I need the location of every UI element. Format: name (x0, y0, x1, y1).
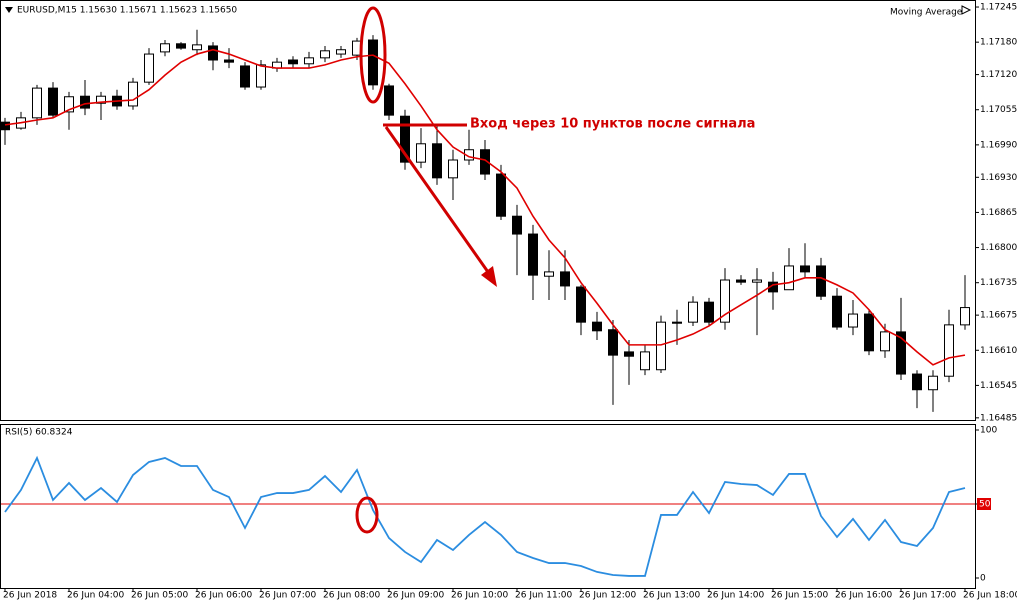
candle-body (513, 216, 522, 234)
candle-body (545, 272, 554, 276)
candle-body (417, 144, 426, 162)
candle-body (929, 376, 938, 390)
candle-body (881, 332, 890, 351)
y-tick-label: 1.16485 (980, 413, 1017, 423)
candle-body (689, 302, 698, 322)
candle-body (529, 234, 538, 275)
x-tick-label: 26 Jun 15:00 (771, 591, 828, 601)
candle-body (193, 45, 202, 50)
candle-body (641, 352, 650, 370)
candle-body (577, 287, 586, 322)
candle-body (609, 330, 618, 355)
y-tick-label: 1.17055 (980, 105, 1017, 115)
x-tick-label: 26 Jun 18:00 (963, 591, 1017, 601)
x-tick-label: 26 Jun 12:00 (579, 591, 636, 601)
y-tick-label: 1.16545 (980, 381, 1017, 391)
y-tick-label: 1.16675 (980, 311, 1017, 321)
x-tick-label: 26 Jun 10:00 (451, 591, 508, 601)
candle-body (961, 308, 970, 325)
candle-body (241, 66, 250, 87)
candle-body (257, 65, 266, 87)
candle-body (721, 280, 730, 322)
candle-body (593, 322, 602, 331)
x-tick-label: 26 Jun 08:00 (323, 591, 380, 601)
candle-body (913, 374, 922, 390)
candle-body (81, 96, 90, 108)
candle-body (161, 44, 170, 52)
candle-body (865, 314, 874, 351)
x-tick-label: 26 Jun 11:00 (515, 591, 572, 601)
candle-body (705, 302, 714, 322)
candle-body (177, 44, 186, 48)
candle-body (33, 88, 42, 118)
y-tick-label: 50 (979, 500, 991, 510)
y-tick-label: 1.16930 (980, 173, 1017, 183)
x-tick-label: 26 Jun 13:00 (643, 591, 700, 601)
y-tick-label: 1.17180 (980, 38, 1017, 48)
candle-body (209, 46, 218, 60)
indicator-label: Moving Average (890, 8, 963, 18)
candle-body (321, 51, 330, 58)
candle-body (145, 54, 154, 82)
y-tick-label: 1.16610 (980, 346, 1017, 356)
candle-body (753, 280, 762, 282)
y-tick-label: 1.17120 (980, 70, 1017, 80)
x-tick-label: 26 Jun 17:00 (899, 591, 956, 601)
y-tick-label: 1.16800 (980, 243, 1017, 253)
candle-body (945, 325, 954, 376)
x-tick-label: 26 Jun 09:00 (387, 591, 444, 601)
x-tick-label: 26 Jun 07:00 (259, 591, 316, 601)
candle-body (497, 174, 506, 216)
candle-body (561, 272, 570, 286)
candle-body (657, 322, 666, 370)
candle-body (737, 280, 746, 282)
y-tick-label: 100 (980, 426, 997, 436)
candle-body (849, 314, 858, 327)
rsi-title: RSI(5) 60.8324 (5, 428, 73, 438)
x-tick-label: 26 Jun 16:00 (835, 591, 892, 601)
y-tick-label: 1.16990 (980, 140, 1017, 150)
candle-body (225, 60, 234, 62)
candle-body (1, 122, 10, 130)
candle-body (129, 82, 138, 106)
candle-body (833, 296, 842, 327)
candle-body (337, 50, 346, 54)
y-tick-label: 1.16735 (980, 278, 1017, 288)
candle-body (305, 58, 314, 64)
x-tick-label: 26 Jun 2018 (3, 591, 57, 601)
y-tick-label: 0 (980, 574, 986, 584)
candle-body (817, 266, 826, 296)
candle-body (385, 86, 394, 115)
y-tick-label: 1.17245 (980, 3, 1017, 13)
candle-body (801, 266, 810, 272)
candle-body (49, 88, 58, 115)
x-tick-label: 26 Jun 06:00 (195, 591, 252, 601)
candle-body (449, 160, 458, 178)
x-tick-label: 26 Jun 04:00 (67, 591, 124, 601)
y-tick-label: 1.16865 (980, 208, 1017, 218)
candle-body (785, 266, 794, 290)
chart-title: EURUSD,M15 1.15630 1.15671 1.15623 1.156… (17, 6, 237, 16)
candle-body (289, 60, 298, 64)
rsi-panel (1, 425, 976, 589)
x-tick-label: 26 Jun 14:00 (707, 591, 764, 601)
annotation-text: Вход через 10 пунктов после сигнала (470, 117, 755, 132)
x-tick-label: 26 Jun 05:00 (131, 591, 188, 601)
candle-body (433, 144, 442, 178)
candle-body (369, 40, 378, 85)
candle-body (673, 322, 682, 323)
candle-body (625, 352, 634, 356)
